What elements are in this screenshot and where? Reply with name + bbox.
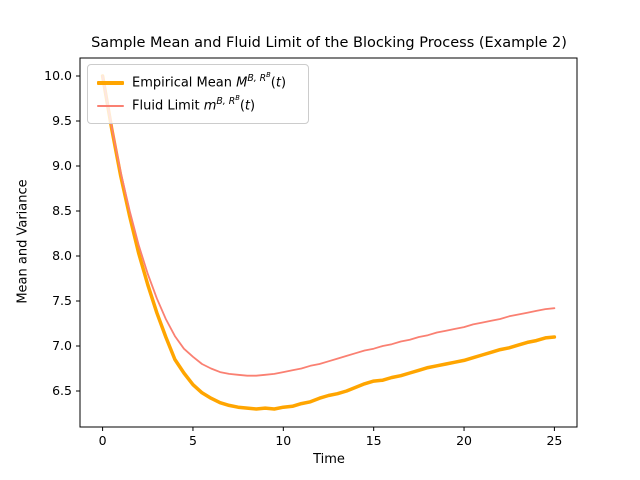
y-tick-label: 10.0 [44,68,72,83]
x-axis-label: Time [313,452,345,467]
legend-entry-label: Fluid Limit mB, RB(t) [132,93,256,114]
legend-entry: Empirical Mean MB, RB(t) [97,71,298,94]
axes-spines [79,57,578,428]
x-tick-label: 5 [188,433,197,448]
chart-title: Sample Mean and Fluid Limit of the Block… [91,35,567,51]
fluid-limit-line [101,75,556,377]
x-tick-label: 10 [275,433,292,448]
x-tick-label: 25 [546,433,563,448]
y-tick-label: 9.5 [52,113,72,128]
legend-entry-label: Empirical Mean MB, RB(t) [132,70,287,91]
y-tick-label: 7.5 [52,293,72,308]
y-tick-label: 8.0 [52,248,72,263]
x-tick-label: 20 [456,433,472,448]
fluid-limit-swatch [97,104,124,107]
y-tick-label: 8.5 [52,203,72,218]
y-tick-label: 6.5 [52,383,72,398]
empirical-mean-line [100,74,557,411]
y-tick-label: 7.0 [52,338,72,353]
legend-box: Empirical Mean MB, RB(t) Fluid Limit mB, … [87,64,309,124]
y-axis-label: Mean and Variance [15,179,31,304]
empirical-mean-swatch [97,80,124,85]
x-tick-label: 15 [365,433,382,448]
y-tick-label: 9.0 [52,158,72,173]
x-tick-label: 0 [98,433,107,448]
legend-entry: Fluid Limit mB, RB(t) [97,94,298,117]
